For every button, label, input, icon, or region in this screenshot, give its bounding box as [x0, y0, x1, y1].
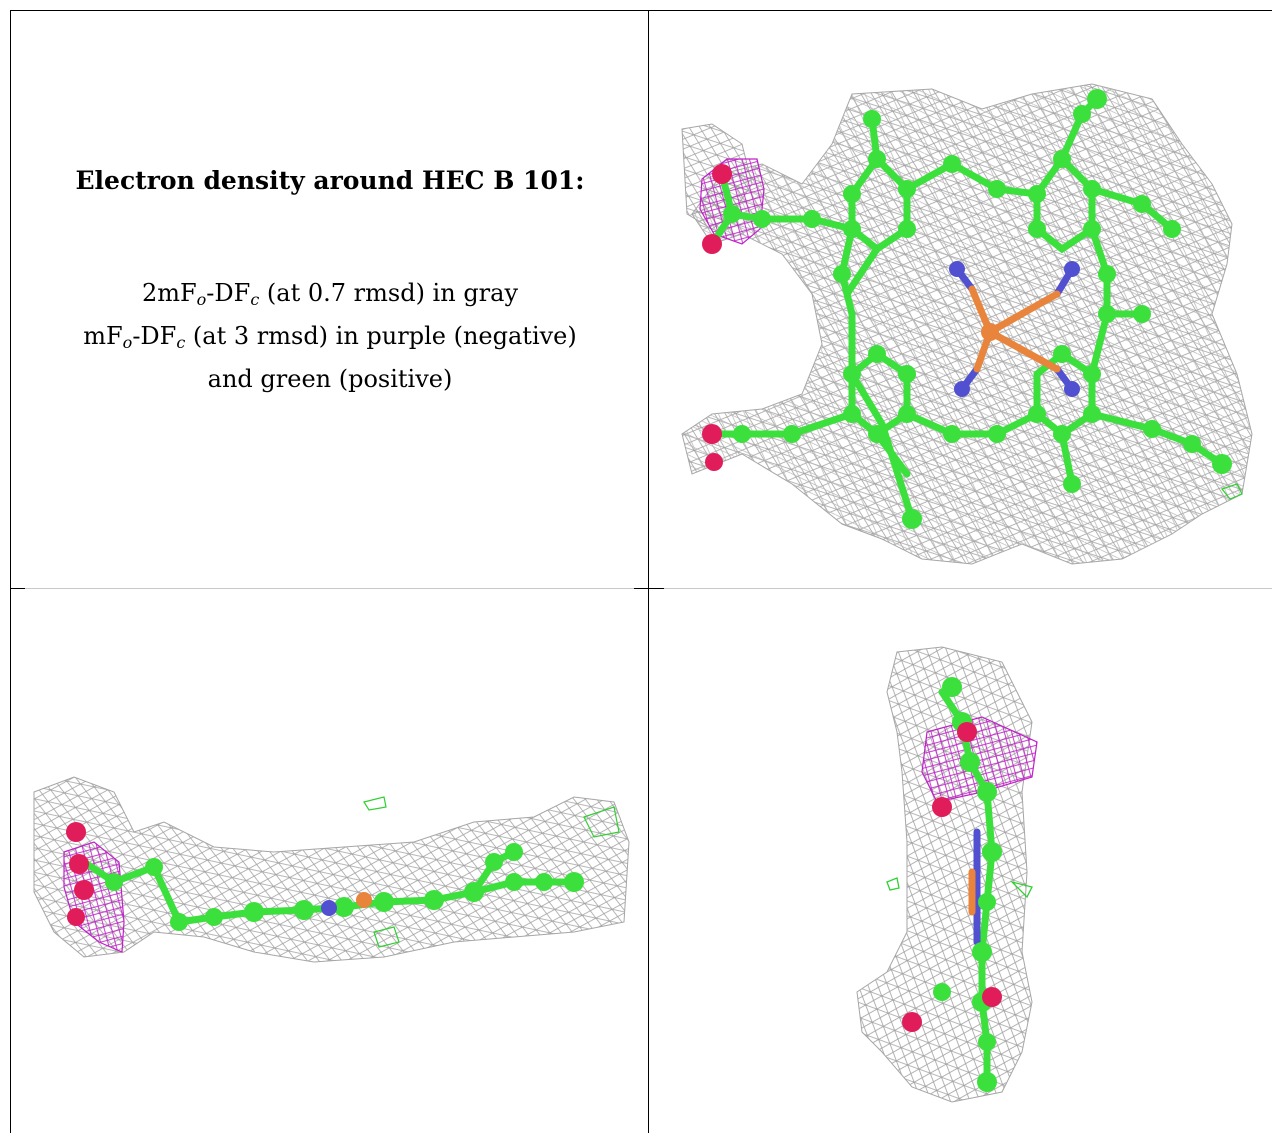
grid-left-border	[10, 10, 11, 1133]
heme-top-view	[681, 83, 1253, 565]
gray-density-mesh-edge	[856, 646, 1033, 1103]
positive-density-specks-edge	[886, 877, 1033, 899]
caption-legend: 2mFo-DFc (at 0.7 rmsd) in gray mFo-DFc (…	[20, 275, 640, 397]
heme-side-view	[33, 776, 630, 963]
grid-vertical-divider	[648, 10, 649, 1133]
grid-top-border	[10, 10, 1272, 11]
heme-edge-view	[856, 646, 1038, 1103]
legend-line-gray: 2mFo-DFc (at 0.7 rmsd) in gray	[141, 279, 519, 309]
grid-tick-left	[10, 588, 25, 589]
legend-line-colors: and green (positive)	[207, 365, 453, 393]
gray-density-mesh	[681, 83, 1253, 565]
legend-line-difference: mFo-DFc (at 3 rmsd) in purple (negative)	[83, 322, 577, 352]
heme-bonds-edge	[938, 688, 996, 1086]
grid-tick-center	[634, 588, 664, 589]
positive-density-specks-side	[363, 796, 620, 948]
heme-atoms-side	[66, 822, 584, 931]
positive-density-specks	[1220, 483, 1243, 500]
heme-atoms	[702, 89, 1232, 529]
caption-title: Electron density around HEC B 101:	[75, 166, 585, 195]
caption-panel: Electron density around HEC B 101: 2mFo-…	[20, 165, 640, 397]
heme-atoms-edge	[902, 677, 1002, 1092]
